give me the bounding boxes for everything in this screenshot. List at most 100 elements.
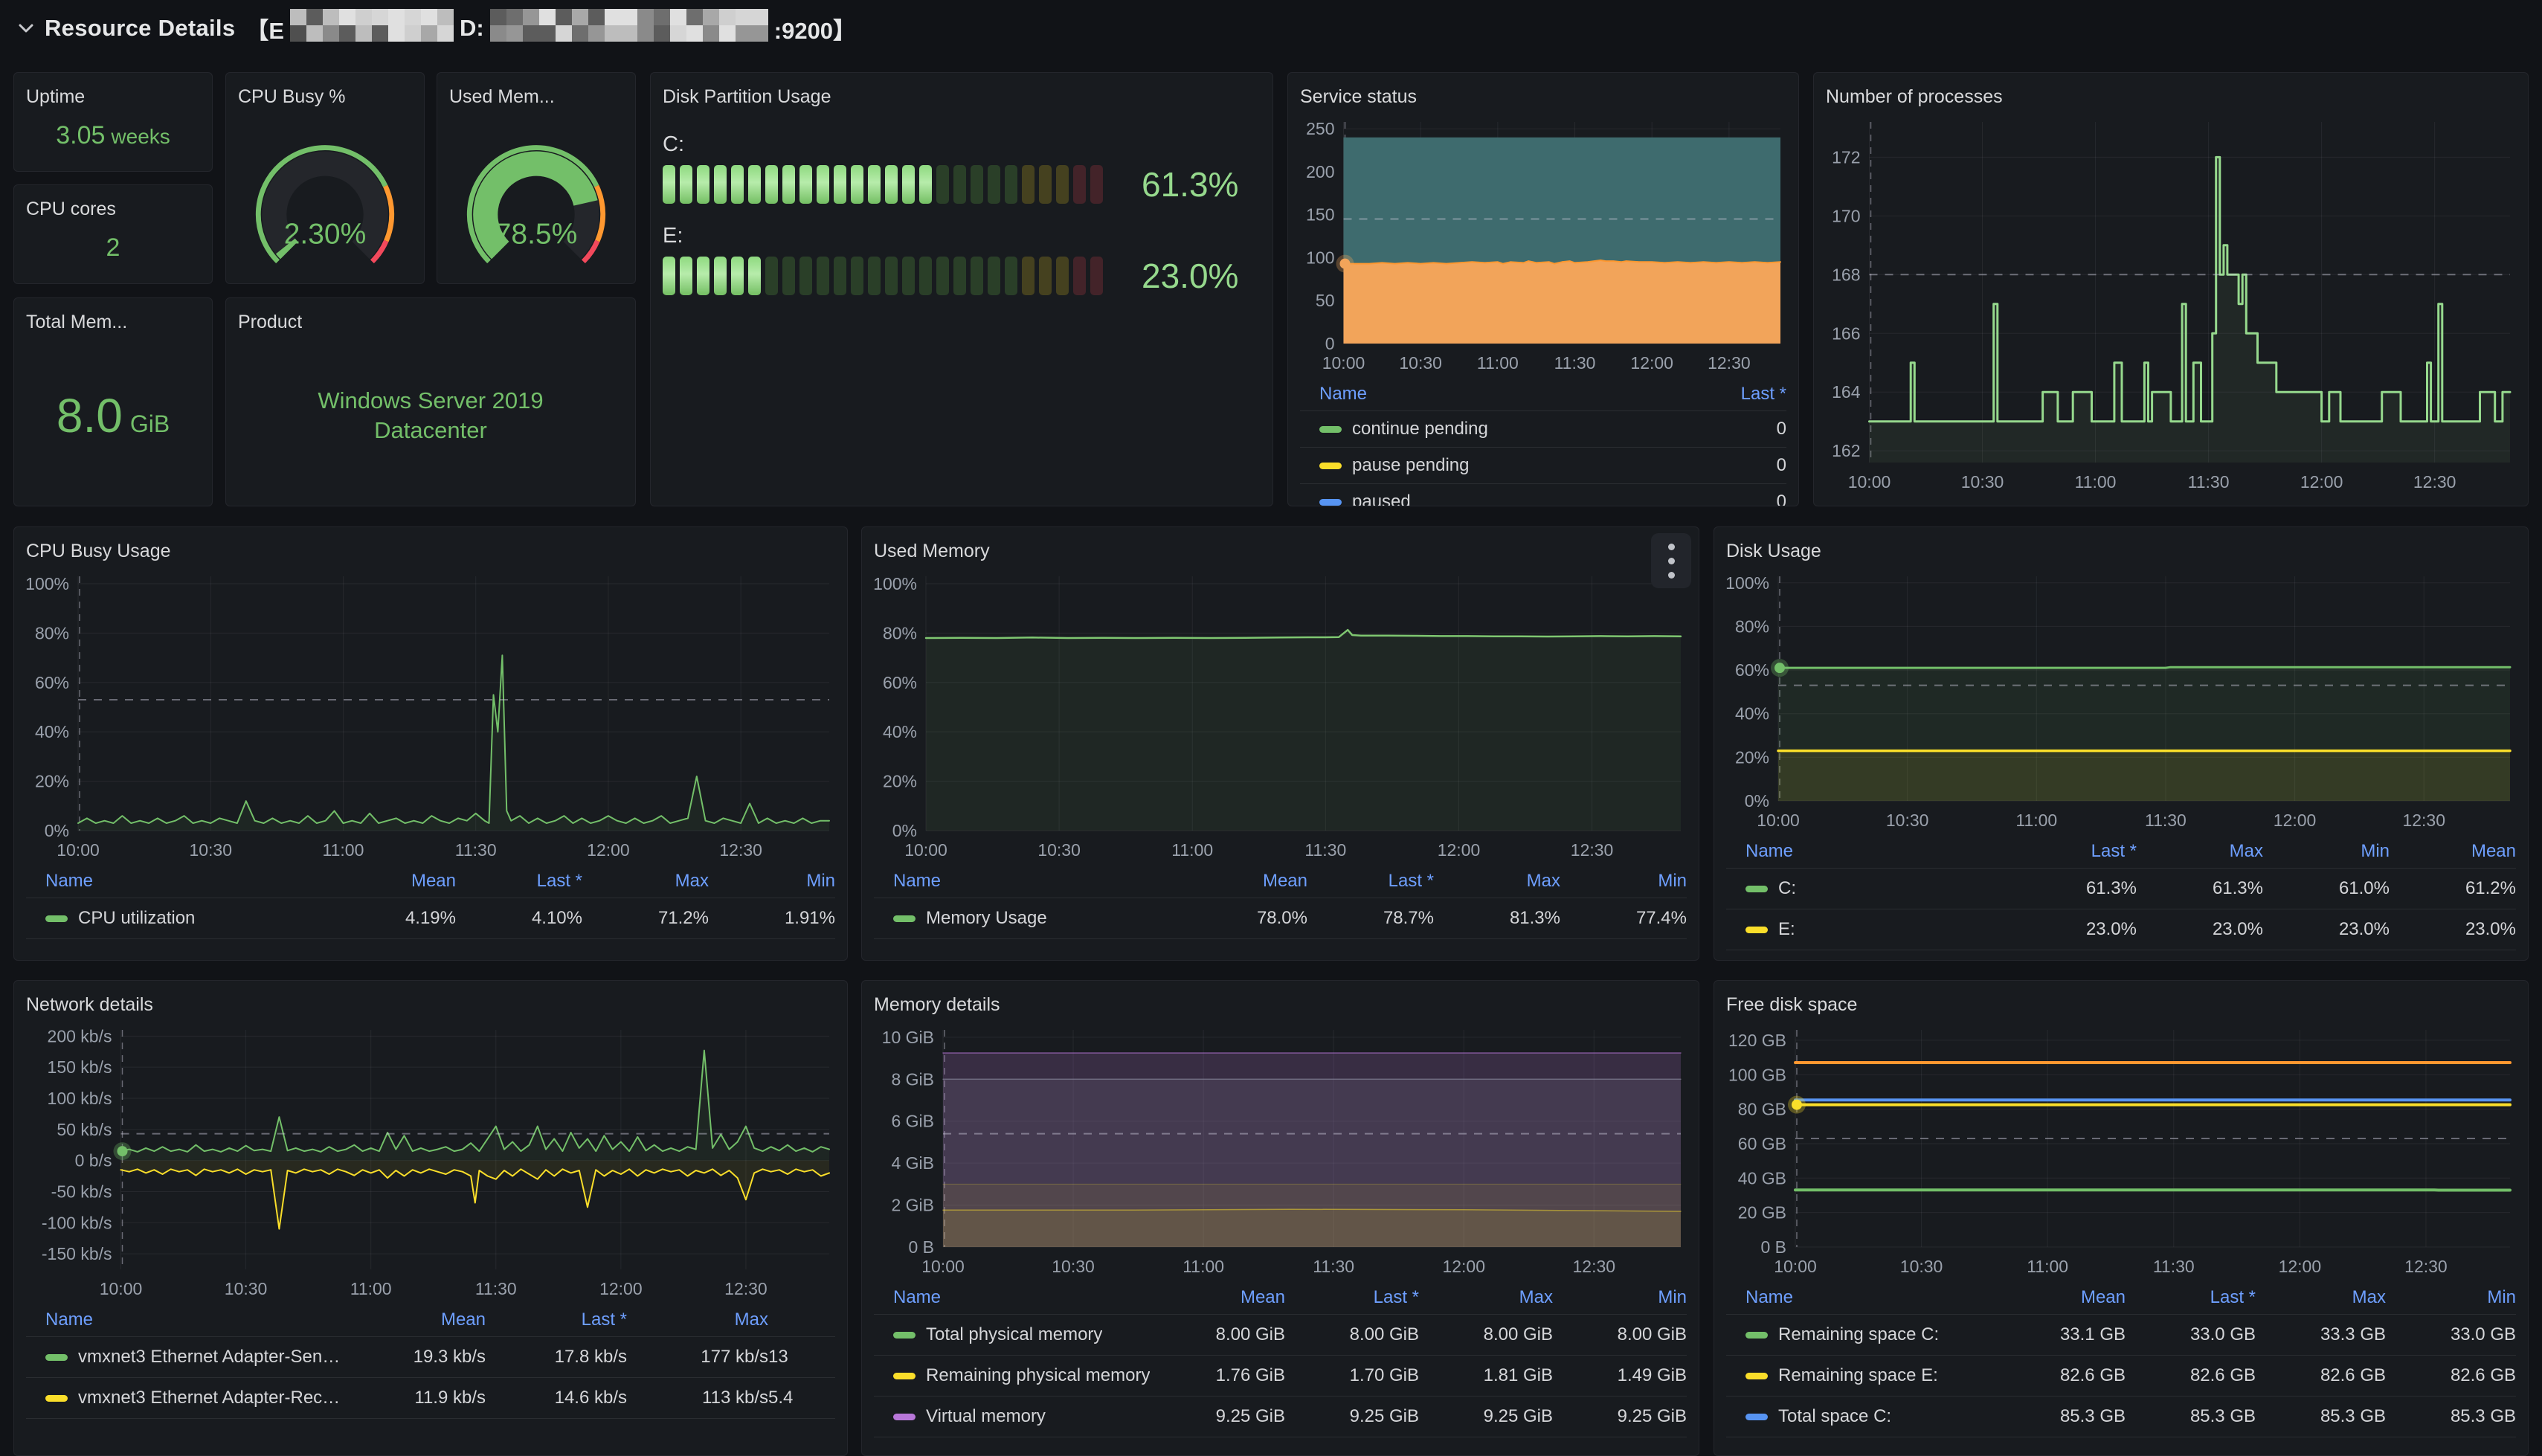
svg-text:12:30: 12:30 [2402, 811, 2445, 830]
free-disk-space-chart[interactable]: 0 B 20 GB 40 GB 60 GB 80 GB 100 GB 120 GB 10:00… [1726, 1021, 2516, 1281]
svg-text:12:30: 12:30 [1571, 840, 1614, 860]
legend-row[interactable]: CPU utilization 4.19% 4.10% 71.2% 1.91% [26, 898, 835, 939]
legend-row[interactable]: paused 0 [1300, 483, 1786, 506]
svg-text:11:30: 11:30 [1304, 840, 1346, 860]
legend-value: 33.0 GB [2189, 1324, 2256, 1344]
svg-text:10:30: 10:30 [225, 1279, 268, 1298]
legend-row[interactable]: vmxnet3 Ethernet Adapter-Sent-Upload 19.3… [26, 1336, 835, 1377]
series-label[interactable]: CPU utilization [78, 908, 196, 928]
panel-title[interactable]: CPU cores [26, 199, 116, 219]
legend-row[interactable]: Memory Usage 78.0% 78.7% 81.3% 77.4% [874, 898, 1687, 939]
series-label[interactable]: Total physical memory [926, 1324, 1103, 1344]
svg-text:10:00: 10:00 [1757, 811, 1800, 830]
legend-value: 85.3 GB [2189, 1406, 2256, 1426]
svg-text:100: 100 [1306, 248, 1334, 267]
legend-value: 8.00 GiB [1215, 1324, 1285, 1344]
legend-value: 82.6 GB [2450, 1365, 2516, 1385]
legend-row[interactable]: pause pending 0 [1300, 447, 1786, 483]
series-color-pill [45, 1353, 68, 1361]
svg-text:12:30: 12:30 [2404, 1257, 2448, 1276]
svg-text:40%: 40% [1735, 704, 1769, 724]
row-subtitle: 【E D: :9200】 [245, 9, 856, 48]
svg-text:10:00: 10:00 [100, 1279, 143, 1298]
panel-title[interactable]: Service status [1300, 86, 1418, 107]
legend-row[interactable]: Virtual memory 9.25 GiB 9.25 GiB 9.25 GiB 9.… [874, 1396, 1687, 1437]
panel-title[interactable]: CPU Busy % [238, 86, 346, 107]
series-label[interactable]: pause pending [1352, 455, 1470, 475]
total-mem-value: 8.0 GiB [56, 388, 170, 442]
series-label[interactable]: Total space C: [1778, 1406, 1892, 1426]
legend-row[interactable]: continue pending 0 [1300, 410, 1786, 447]
svg-text:10:00: 10:00 [1774, 1257, 1817, 1276]
product-value: Windows Server 2019 Datacenter [318, 387, 544, 443]
partition-led-bar: 61.3% [663, 164, 1261, 204]
panel-title[interactable]: Network details [26, 994, 153, 1015]
svg-text:60%: 60% [35, 673, 69, 692]
legend-value: 1.76 GiB [1215, 1365, 1285, 1385]
svg-text:10 GiB: 10 GiB [882, 1028, 934, 1047]
series-label[interactable]: E: [1778, 919, 1795, 939]
legend-row[interactable]: E: 23.0% 23.0% 23.0% 23.0% [1726, 909, 2516, 950]
disk-usage-chart[interactable]: 0% 20% 40% 60% 80% 100% 10:00 10:30 11:00 11:30 12… [1725, 567, 2516, 835]
series-label[interactable]: Memory Usage [926, 908, 1047, 928]
partition-led-bar: 23.0% [663, 256, 1261, 296]
svg-text:12:00: 12:00 [2274, 811, 2317, 830]
legend-row[interactable]: vmxnet3 Ethernet Adapter-Received-Downlo… [26, 1377, 835, 1419]
svg-text:80%: 80% [1735, 616, 1769, 636]
number-of-processes-chart[interactable]: 162 164 166 168 170 172 10:00 10:30 11:00 11:30 12… [1826, 113, 2516, 497]
panel-network-details: Network details 200 kb/s 150 kb/s 100 kb/s… [13, 980, 848, 1456]
network-details-chart[interactable]: 200 kb/s 150 kb/s 100 kb/s 50 kb/s 0 b/s -50 … [26, 1021, 835, 1304]
panel-title[interactable]: Number of processes [1826, 86, 2003, 107]
series-color-pill [1745, 1372, 1768, 1379]
panel-title[interactable]: Uptime [26, 86, 86, 107]
chevron-down-icon[interactable] [18, 23, 34, 33]
panel-title[interactable]: Memory details [874, 994, 1000, 1015]
series-label[interactable]: Remaining space E: [1778, 1365, 1938, 1385]
series-color-pill [1319, 462, 1342, 469]
panel-used-memory: Used Memory 0% 20% 40% 60% 80% 100% 10:00 10:30… [861, 526, 1699, 961]
series-label[interactable]: Virtual memory [926, 1406, 1046, 1426]
svg-text:12:30: 12:30 [2413, 472, 2456, 492]
series-label[interactable]: Remaining physical memory [926, 1365, 1151, 1385]
svg-text:12:00: 12:00 [1442, 1257, 1485, 1276]
legend-value: 8.00 GiB [1483, 1324, 1553, 1344]
panel-title[interactable]: Disk Usage [1726, 541, 1821, 561]
legend-value: 0 [1776, 492, 1786, 506]
panel-title[interactable]: Used Memory [874, 541, 990, 561]
series-label[interactable]: Remaining space C: [1778, 1324, 1940, 1344]
legend-row[interactable]: C: 61.3% 61.3% 61.0% 61.2% [1726, 868, 2516, 909]
kebab-menu-icon[interactable] [1651, 533, 1691, 588]
legend-value: 11.9 kb/s [414, 1388, 486, 1408]
panel-title[interactable]: Total Mem... [26, 312, 128, 332]
legend-row[interactable]: Remaining physical memory 1.76 GiB 1.70 Gi… [874, 1355, 1687, 1396]
memory-details-chart[interactable]: 0 B 2 GiB 4 GiB 6 GiB 8 GiB 10 GiB 10:00 10:30 1… [874, 1021, 1687, 1281]
svg-text:12:00: 12:00 [2279, 1257, 2322, 1276]
legend-value: 23.0% [2085, 919, 2137, 939]
svg-text:172: 172 [1832, 147, 1860, 167]
svg-text:168: 168 [1832, 265, 1860, 284]
used-memory-chart[interactable]: 0% 20% 40% 60% 80% 100% 10:00 10:30 11:00 11:30 12… [873, 567, 1687, 865]
panel-title[interactable]: CPU Busy Usage [26, 541, 171, 561]
series-color-pill [893, 1331, 916, 1339]
row-title[interactable]: Resource Details [45, 15, 236, 41]
panel-title[interactable]: Product [238, 312, 303, 332]
series-label[interactable]: continue pending [1352, 419, 1488, 439]
panel-title[interactable]: Used Mem... [449, 86, 555, 107]
legend-row[interactable]: Total space C: 85.3 GB 85.3 GB 85.3 GB 85.3 … [1726, 1396, 2516, 1437]
svg-text:10:30: 10:30 [189, 840, 232, 860]
legend-row[interactable]: Total physical memory 8.00 GiB 8.00 GiB 8.0… [874, 1314, 1687, 1355]
series-label[interactable]: vmxnet3 Ethernet Adapter-Received-Downlo… [78, 1388, 344, 1408]
service-status-chart[interactable]: 0 50 100 150 200 250 10:00 10:30 11:00 11:30 12:00… [1300, 113, 1786, 378]
panel-title[interactable]: Disk Partition Usage [663, 86, 831, 107]
legend-row[interactable]: Remaining space C: 33.1 GB 33.0 GB 33.3 GB 3… [1726, 1314, 2516, 1355]
series-label[interactable]: C: [1778, 878, 1796, 898]
series-label[interactable]: paused [1352, 492, 1411, 506]
legend-row[interactable]: Remaining space E: 82.6 GB 82.6 GB 82.6 GB 8… [1726, 1355, 2516, 1396]
cpu-busy-usage-chart[interactable]: 0% 20% 40% 60% 80% 100% 10:00 10:30 11:00 11:30 12… [25, 567, 835, 865]
legend-value: 82.6 GB [2320, 1365, 2386, 1385]
panel-free-disk-space: Free disk space 0 B 20 GB 40 GB 60 GB 80 GB 1… [1714, 980, 2529, 1456]
grafana-dashboard: Resource Details 【E D: :9200】 Uptime 3.0… [13, 9, 2529, 1456]
series-label[interactable]: vmxnet3 Ethernet Adapter-Sent-Upload [78, 1347, 344, 1367]
svg-text:12:00: 12:00 [587, 840, 630, 860]
panel-title[interactable]: Free disk space [1726, 994, 1858, 1015]
